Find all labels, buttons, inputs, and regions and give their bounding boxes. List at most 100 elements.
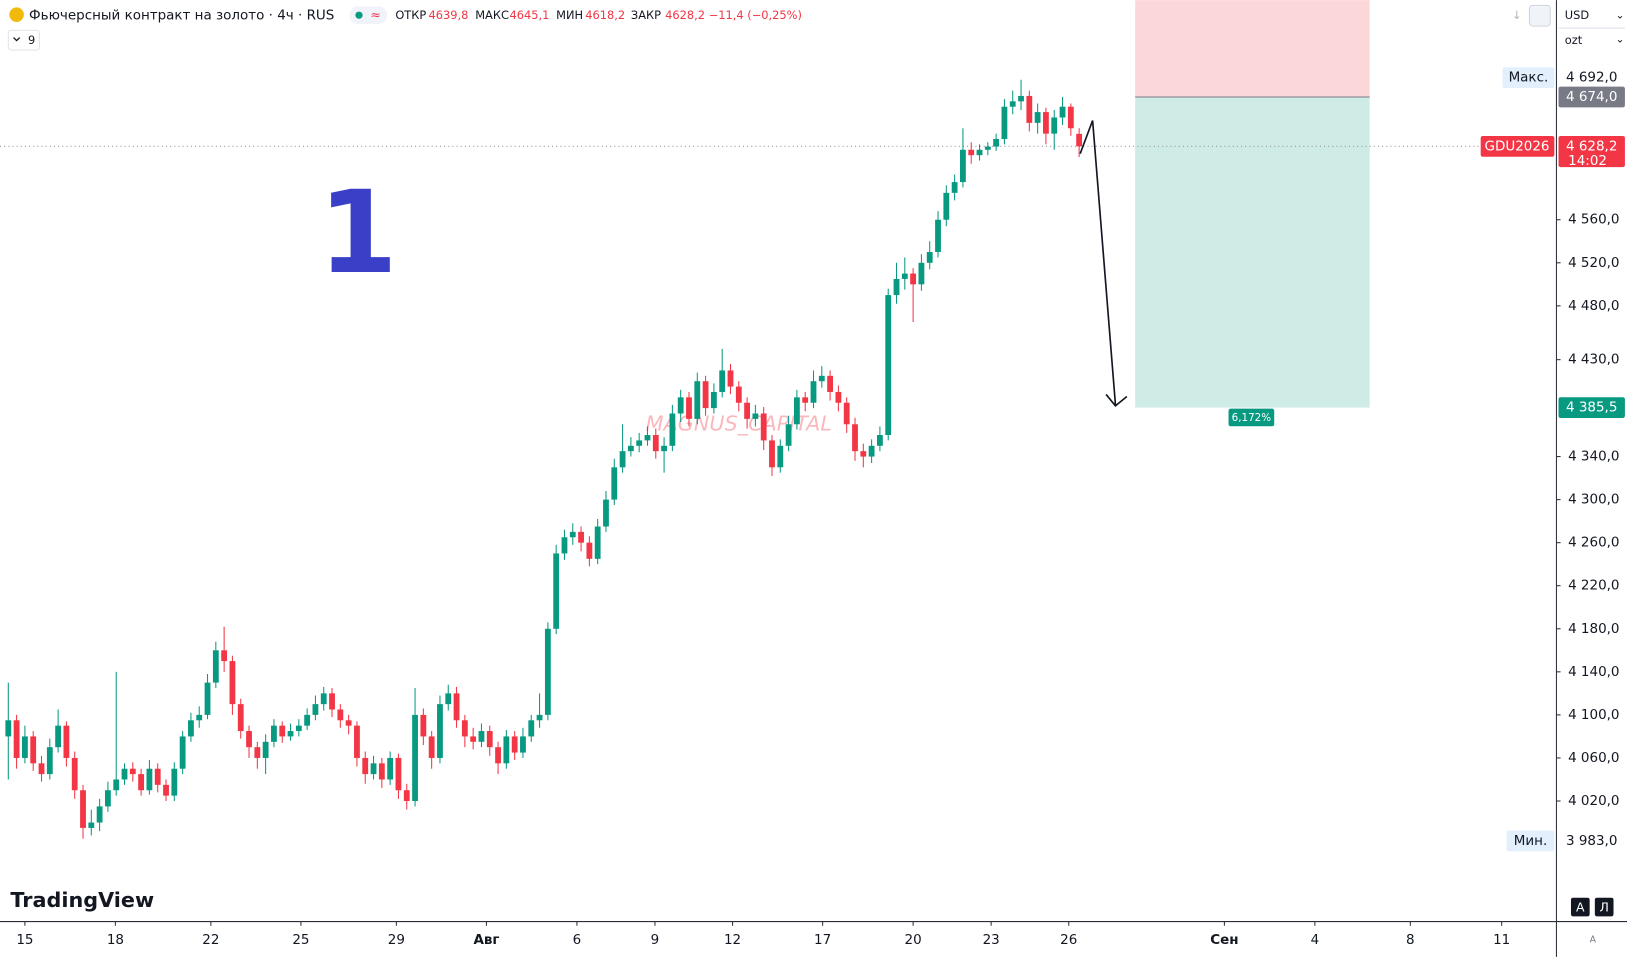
candle-body [238, 704, 244, 731]
y-tick-label: 4 220,0 [1568, 578, 1619, 594]
candle-body [138, 774, 144, 790]
candle-body [80, 790, 86, 828]
candle-body [835, 392, 841, 403]
candle-body [528, 720, 534, 736]
settings-button[interactable] [1529, 5, 1550, 26]
candle-body [611, 467, 617, 499]
candle-body [113, 779, 119, 790]
candle-body [686, 397, 692, 419]
candle-body [221, 650, 227, 661]
candle-body [487, 731, 493, 747]
candle-body [412, 715, 418, 801]
candle-body [761, 413, 767, 440]
candle-body [1068, 107, 1074, 129]
candle-body [935, 220, 941, 252]
candle-body [362, 758, 368, 774]
market-status [355, 12, 362, 19]
candle-body [64, 726, 70, 758]
candle-body [479, 731, 485, 742]
candle-body [993, 139, 999, 147]
button-label: Л [1599, 900, 1608, 915]
ohlc-label: ЗАКР [631, 8, 661, 22]
candle-body [14, 720, 20, 758]
candle-body [827, 376, 833, 392]
candle-body [163, 785, 169, 796]
symbol-badge-text: GDU2026 [1485, 138, 1550, 154]
candle-body [97, 806, 103, 822]
candle-body [495, 747, 501, 763]
candle-body [279, 726, 285, 737]
x-tick-label: 12 [724, 932, 741, 948]
candle-body [752, 413, 758, 418]
y-tick-label: 4 560,0 [1568, 212, 1619, 228]
y-tick-label: 4 060,0 [1568, 750, 1619, 766]
candle-body [88, 823, 94, 828]
candle-body [420, 715, 426, 737]
unit-select[interactable]: ozt [1565, 33, 1583, 47]
stop-zone[interactable] [1135, 0, 1370, 97]
candle-body [1018, 96, 1024, 101]
candle-body [860, 451, 866, 456]
candle-body [628, 446, 634, 451]
candle-body [230, 661, 236, 704]
ohlc-label: МАКС [475, 8, 509, 22]
candle-body [1060, 107, 1066, 118]
candle-body [147, 769, 153, 791]
symbol-title[interactable]: Фьючерсный контракт на золото · 4ч · RUS [29, 8, 334, 24]
candle-body [960, 150, 966, 182]
candle-body [653, 435, 659, 451]
candle-body [296, 726, 302, 731]
candle-body [396, 758, 402, 790]
candle-body [387, 758, 393, 780]
candle-body [188, 720, 194, 736]
candle-body [1002, 107, 1008, 139]
price-change: −11,4 (−0,25%) [709, 8, 802, 22]
candle-body [719, 370, 725, 392]
candle-body [927, 252, 933, 263]
x-tick-label: Сен [1210, 932, 1238, 948]
candle-body [122, 769, 128, 780]
candle-body [819, 376, 825, 381]
candle-body [537, 715, 543, 720]
logo[interactable]: TradingView [10, 888, 154, 912]
candle-body [503, 736, 509, 763]
candle-body [728, 370, 734, 386]
candle-body [620, 451, 626, 467]
candle-body [794, 397, 800, 424]
candle-body [595, 527, 601, 559]
candle-body [553, 553, 559, 628]
candle-body [321, 693, 327, 704]
x-tick-label: 20 [905, 932, 922, 948]
currency-select[interactable]: USD [1565, 8, 1590, 22]
candle-body [786, 424, 792, 446]
delay-icon: ≈ [370, 7, 380, 22]
ohlc-value: 4645,1 [509, 8, 549, 22]
x-tick-label: 15 [16, 932, 33, 948]
candle-body [844, 403, 850, 425]
countdown-text: 14:02 [1568, 153, 1607, 169]
profit-label: 6,172% [1232, 412, 1272, 424]
y-tick-label: 4 480,0 [1568, 298, 1619, 314]
candle-body [130, 769, 136, 774]
indicators-count: 9 [28, 33, 35, 47]
scroll-icon[interactable]: ↓ [1512, 8, 1522, 22]
ohlc-value: 4628,2 [665, 8, 705, 22]
candle-body [55, 726, 61, 748]
y-tick-label: 4 520,0 [1568, 255, 1619, 271]
chevron: ⌄ [1616, 34, 1625, 46]
candle-body [977, 150, 983, 155]
candle-body [105, 790, 111, 806]
target-zone[interactable] [1135, 97, 1370, 408]
candle-body [437, 704, 443, 758]
ohlc-value: 4618,2 [585, 8, 625, 22]
annotation[interactable]: 1 [318, 166, 397, 299]
y-tick-label: 4 100,0 [1568, 707, 1619, 723]
x-tick-label: 6 [573, 932, 582, 948]
status-pill[interactable] [350, 6, 387, 24]
x-tick-label: 11 [1493, 932, 1510, 948]
symbol-icon [9, 7, 24, 22]
x-tick-label: 9 [651, 932, 660, 948]
candle-body [47, 747, 53, 774]
